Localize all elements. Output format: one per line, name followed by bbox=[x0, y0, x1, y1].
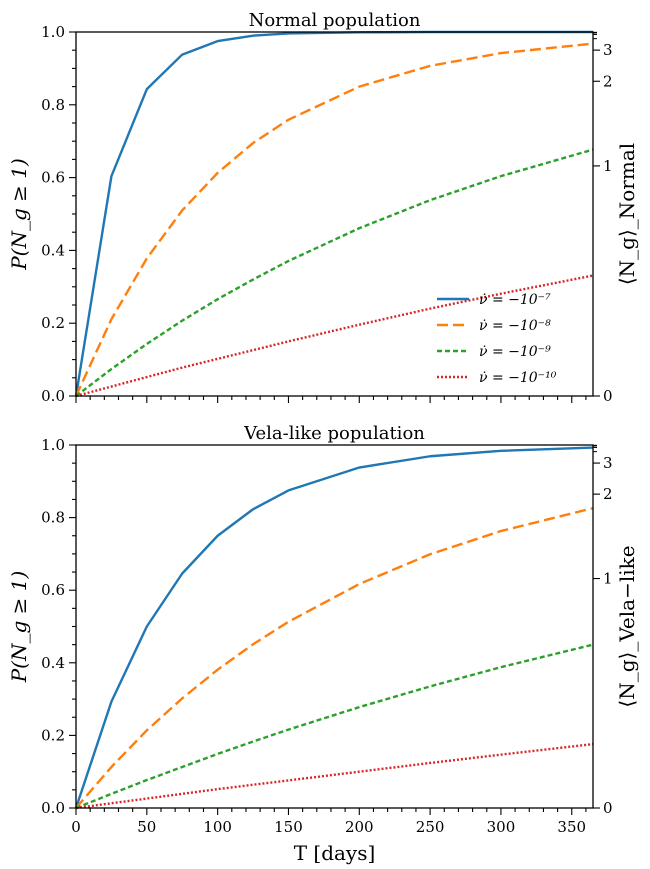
x-tick-label: 250 bbox=[416, 818, 445, 836]
plot-frame bbox=[75, 444, 594, 809]
legend-label: ν̇ = −10⁻⁷ bbox=[479, 292, 551, 308]
right-tick-label: 2 bbox=[603, 72, 613, 90]
x-tick-label: 300 bbox=[487, 818, 516, 836]
y-tick-label: 0.6 bbox=[41, 169, 65, 187]
panel-1: 0.0 0.2 0.4 0.6 0.8 1.0 0 1 2 3 Normal population P… bbox=[7, 10, 639, 405]
legend-label: ν̇ = −10⁻¹⁰ bbox=[479, 370, 557, 386]
panel-2: 0 50 100 150 200 250 300 350 0.0 0.2 0.4 0.6 0.8 1.0 0… bbox=[7, 423, 639, 865]
right-tick-label: 0 bbox=[603, 387, 613, 405]
y-axis-label: P(N_g ≥ 1) bbox=[7, 571, 31, 684]
series-line-2 bbox=[74, 42, 594, 397]
series-line-2 bbox=[75, 506, 594, 809]
y-tick-label: 0.6 bbox=[41, 581, 65, 599]
x-tick-label: 50 bbox=[137, 818, 156, 836]
y-tick-label: 0.8 bbox=[41, 509, 65, 527]
x-tick-label: 200 bbox=[345, 818, 374, 836]
right-tick-label: 2 bbox=[603, 485, 613, 503]
series-line-3 bbox=[75, 148, 594, 397]
y-axis-label: P(N_g ≥ 1) bbox=[7, 158, 31, 271]
y-tick-label: 0.2 bbox=[41, 314, 65, 332]
x-tick-label: 100 bbox=[203, 818, 232, 836]
panel-title: Normal population bbox=[249, 10, 421, 31]
right-tick-label: 3 bbox=[603, 41, 613, 59]
x-tick-label: 350 bbox=[557, 818, 586, 836]
y-tick-label: 0.4 bbox=[41, 654, 65, 672]
y-tick-label: 0.2 bbox=[41, 726, 65, 744]
y-tick-label: 1.0 bbox=[41, 436, 65, 454]
legend-label: ν̇ = −10⁻⁸ bbox=[479, 318, 551, 334]
right-tick-label: 3 bbox=[603, 454, 613, 472]
series-line-4 bbox=[75, 742, 594, 810]
right-tick-label: 1 bbox=[603, 157, 613, 175]
legend-label: ν̇ = −10⁻⁹ bbox=[479, 344, 551, 360]
x-tick-label: 150 bbox=[274, 818, 303, 836]
y-tick-label: 0.0 bbox=[41, 799, 65, 817]
series-line-1 bbox=[74, 446, 594, 809]
right-tick-label: 1 bbox=[603, 570, 613, 588]
x-tick-label: 0 bbox=[71, 818, 81, 836]
y-tick-label: 1.0 bbox=[41, 23, 65, 41]
series-line-1 bbox=[74, 30, 593, 397]
x-axis-label: T [days] bbox=[294, 841, 376, 865]
y-tick-label: 0.8 bbox=[41, 96, 65, 114]
right-axis-label: ⟨N_g⟩_Normal bbox=[615, 143, 639, 285]
y-tick-label: 0.4 bbox=[41, 241, 65, 259]
plot-frame bbox=[75, 31, 594, 397]
right-axis-label: ⟨N_g⟩_Vela−like bbox=[615, 545, 639, 707]
panel-title: Vela-like population bbox=[243, 423, 425, 444]
y-tick-label: 0.0 bbox=[41, 387, 65, 405]
right-tick-label: 0 bbox=[603, 799, 613, 817]
series-line-4 bbox=[75, 274, 594, 398]
legend: ν̇ = −10⁻⁷ ν̇ = −10⁻⁸ ν̇ = −10⁻⁹ ν̇ = −10⁻¹… bbox=[437, 292, 557, 386]
series-line-3 bbox=[75, 643, 594, 810]
